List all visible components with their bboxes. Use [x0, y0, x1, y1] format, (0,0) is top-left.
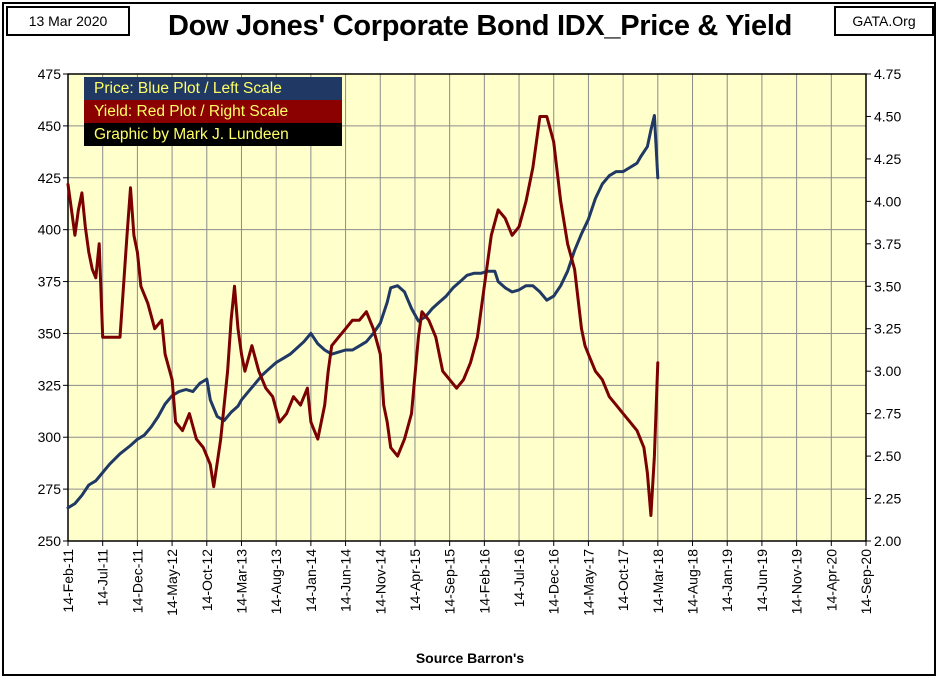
left-tick-label: 400 — [38, 222, 62, 238]
x-tick-label: 14-Feb-16 — [476, 549, 492, 614]
right-tick-label: 2.00 — [874, 533, 901, 549]
x-tick-label: 14-Sep-20 — [858, 549, 874, 615]
plot-border — [67, 73, 867, 542]
chart-title: Dow Jones' Corporate Bond IDX_Price & Yi… — [167, 10, 793, 42]
left-tick-label: 425 — [38, 170, 62, 186]
x-tick-label: 14-Apr-15 — [407, 549, 423, 611]
left-tick-label: 375 — [38, 274, 62, 290]
left-tick-label: 250 — [38, 533, 62, 549]
source-label: Source Barron's — [415, 650, 525, 666]
right-tick-label: 3.50 — [874, 278, 901, 294]
legend-yield: Yield: Red Plot / Right Scale — [84, 100, 342, 123]
x-tick-label: 14-May-12 — [164, 549, 180, 616]
legend-credit: Graphic by Mark J. Lundeen — [84, 123, 342, 146]
x-tick-label: 14-Jul-11 — [95, 549, 111, 607]
x-tick-label: 14-Aug-13 — [268, 549, 284, 615]
x-tick-label: 14-Oct-17 — [615, 549, 631, 611]
x-tick-label: 14-Mar-13 — [233, 549, 249, 614]
left-tick-label: 475 — [38, 66, 62, 82]
x-tick-label: 14-Jun-19 — [754, 549, 770, 612]
right-tick-label: 4.50 — [874, 108, 901, 124]
x-tick-label: 14-Nov-19 — [789, 549, 805, 615]
x-tick-label: 14-Mar-18 — [650, 549, 666, 614]
x-tick-label: 14-Jul-16 — [511, 549, 527, 608]
left-tick-label: 325 — [38, 377, 62, 393]
x-tick-label: 14-Aug-18 — [685, 549, 701, 615]
right-tick-label: 4.00 — [874, 193, 901, 209]
x-tick-label: 14-Apr-20 — [823, 549, 839, 611]
right-tick-label: 3.25 — [874, 321, 901, 337]
x-tick-label: 14-Oct-12 — [199, 549, 215, 611]
right-tick-label: 2.50 — [874, 448, 901, 464]
date-label: 13 Mar 2020 — [6, 6, 130, 36]
x-tick-label: 14-Jan-19 — [719, 549, 735, 612]
plot-area — [68, 74, 866, 541]
right-tick-label: 3.00 — [874, 363, 901, 379]
x-tick-label: 14-Nov-14 — [372, 549, 388, 615]
x-tick-label: 14-Dec-16 — [546, 549, 562, 615]
right-tick-label: 3.75 — [874, 236, 901, 252]
x-tick-label: 14-Dec-11 — [129, 549, 145, 614]
yield-series-line — [66, 115, 660, 517]
x-tick-label: 14-May-17 — [580, 549, 596, 616]
source-site-label: GATA.Org — [834, 6, 934, 36]
right-tick-label: 4.75 — [874, 66, 901, 82]
x-tick-label: 14-Jun-14 — [338, 549, 354, 612]
right-tick-label: 2.75 — [874, 406, 901, 422]
x-tick-label: 14-Feb-11 — [60, 549, 76, 613]
x-tick-label: 14-Sep-15 — [442, 549, 458, 615]
left-tick-label: 350 — [38, 325, 62, 341]
left-tick-label: 300 — [38, 429, 62, 445]
right-tick-label: 4.25 — [874, 151, 901, 167]
left-tick-label: 450 — [38, 118, 62, 134]
x-tick-label: 14-Jan-14 — [303, 549, 319, 612]
right-tick-label: 2.25 — [874, 491, 901, 507]
left-tick-label: 275 — [38, 481, 62, 497]
legend-price: Price: Blue Plot / Left Scale — [84, 77, 342, 100]
